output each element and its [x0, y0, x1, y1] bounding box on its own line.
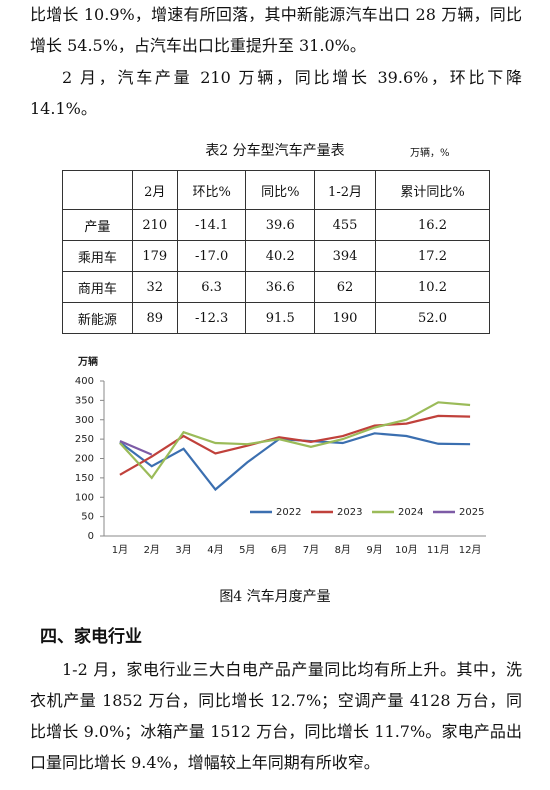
table-title: 表2 分车型汽车产量表 [205, 143, 345, 159]
header-row: 2月 环比% 同比% 1-2月 累计同比% [62, 170, 491, 210]
table-cell: 394 [314, 240, 376, 272]
table-row: 新能源 89 -12.3 91.5 190 52.0 [62, 302, 491, 334]
series-line [119, 440, 153, 456]
y-tick-label: 200 [75, 454, 94, 465]
figure-caption: 图4 汽车月度产量 [219, 589, 331, 605]
header-cell: 环比% [176, 170, 247, 210]
y-tick-label: 300 [75, 415, 94, 426]
table-cell: 39.6 [245, 209, 316, 241]
table-cell: 10.2 [374, 271, 491, 303]
x-tick-label: 9月 [366, 544, 382, 556]
corner-cell [62, 170, 133, 210]
x-tick-label: 8月 [335, 544, 351, 556]
table-cell: 17.2 [374, 240, 491, 272]
table-cell: -17.0 [176, 240, 247, 272]
table-cell: 91.5 [245, 302, 316, 334]
header-cell: 同比% [245, 170, 316, 210]
table-cell: 32 [131, 271, 178, 303]
header-cell: 累计同比% [374, 170, 491, 210]
y-tick-label: 0 [88, 531, 94, 542]
x-tick-label: 10月 [395, 544, 418, 556]
series-line [119, 414, 471, 476]
table-cell: -12.3 [176, 302, 247, 334]
row-label: 商用车 [62, 271, 133, 303]
header-cell: 2月 [131, 170, 178, 210]
row-label: 新能源 [62, 302, 133, 334]
x-tick-label: 2月 [144, 544, 160, 556]
table-cell: 36.6 [245, 271, 316, 303]
x-tick-label: 3月 [175, 544, 191, 556]
table-row: 乘用车 179 -17.0 40.2 394 17.2 [62, 240, 491, 272]
table-cell: 52.0 [374, 302, 491, 334]
legend-label: 2022 [276, 507, 301, 518]
chart: 万辆 0 50 100 150 200 250 300 350 400 1月 2月 3月 4月 5月 6月 7月… [75, 355, 486, 556]
table-cell: 179 [131, 240, 178, 272]
x-tick-label: 5月 [239, 544, 255, 556]
table-cell: 16.2 [374, 209, 491, 241]
x-tick-label: 12月 [459, 544, 482, 556]
paragraph: 比增长 10.9%，增速有所回落，其中新能源汽车出口 28 万辆，同比增长 54… [30, 5, 522, 55]
x-tick-label: 11月 [427, 544, 450, 556]
legend-label: 2025 [459, 507, 484, 518]
table: 2月 环比% 同比% 1-2月 累计同比% 产量 210 -14.1 39.6 455 16.2 乘用… [62, 170, 491, 334]
x-tick-label: 6月 [271, 544, 287, 556]
x-tick-label: 7月 [303, 544, 319, 556]
legend-label: 2024 [398, 507, 423, 518]
x-tick-label: 4月 [207, 544, 223, 556]
table-cell: -14.1 [176, 209, 247, 241]
table-cell: 210 [131, 209, 178, 241]
table-cell: 190 [314, 302, 376, 334]
y-tick-label: 350 [75, 395, 94, 406]
y-tick-label: 100 [75, 492, 94, 503]
table-cell: 62 [314, 271, 376, 303]
y-tick-label: 50 [81, 512, 94, 523]
y-tick-label: 150 [75, 473, 94, 484]
table-unit: 万辆，% [410, 148, 450, 159]
series-line [119, 432, 471, 492]
legend-label: 2023 [337, 507, 362, 518]
table-row: 产量 210 -14.1 39.6 455 16.2 [62, 209, 491, 241]
table-cell: 455 [314, 209, 376, 241]
y-axis-label: 万辆 [77, 355, 98, 368]
section-heading: 四、家电行业 [40, 627, 142, 647]
x-tick-label: 1月 [112, 544, 128, 556]
header-cell: 1-2月 [314, 170, 376, 210]
table-cell: 40.2 [245, 240, 316, 272]
row-label: 乘用车 [62, 240, 133, 272]
y-tick-label: 250 [75, 434, 94, 445]
paragraph: 1-2 月，家电行业三大白电产品产量同比均有所上升。其中，洗衣机产量 1852 … [30, 660, 522, 772]
table-cell: 89 [131, 302, 178, 334]
y-tick-label: 400 [75, 376, 94, 387]
row-label: 产量 [62, 209, 133, 241]
paragraph: 2 月，汽车产量 210 万辆，同比增长 39.6%，环比下降 14.1%。 [30, 68, 522, 118]
table-cell: 6.3 [176, 271, 247, 303]
table-row: 商用车 32 6.3 36.6 62 10.2 [62, 271, 491, 303]
series-line [119, 401, 471, 480]
